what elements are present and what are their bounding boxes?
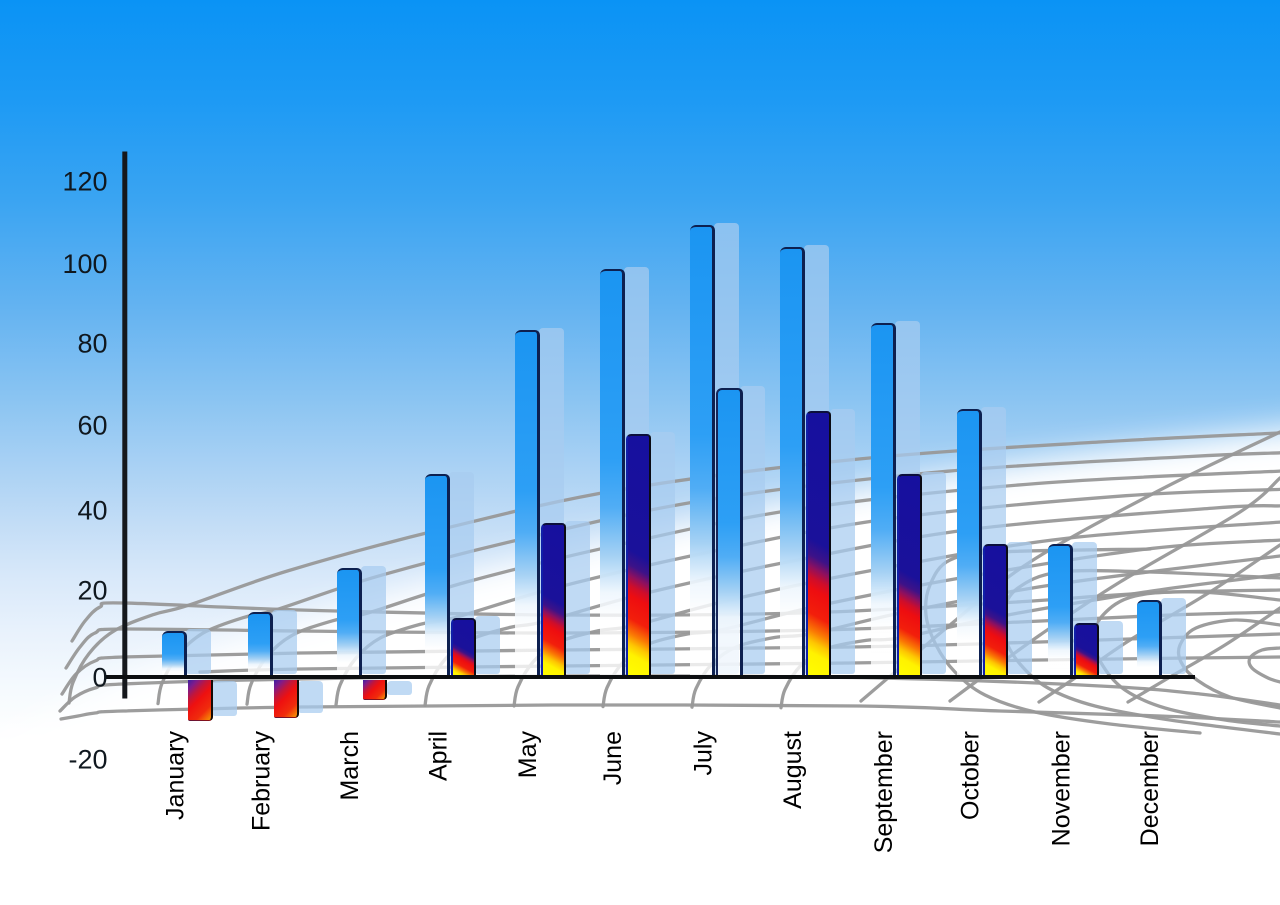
svg-text:0: 0	[92, 663, 107, 693]
svg-text:September: September	[870, 731, 898, 853]
svg-text:20: 20	[77, 576, 107, 606]
svg-text:January: January	[162, 731, 190, 820]
svg-text:-20: -20	[68, 745, 107, 775]
svg-text:July: July	[690, 731, 718, 776]
svg-text:April: April	[425, 731, 453, 781]
svg-text:October: October	[957, 731, 985, 820]
svg-text:February: February	[248, 731, 276, 832]
svg-text:60: 60	[77, 411, 107, 441]
svg-text:80: 80	[77, 329, 107, 359]
svg-text:100: 100	[62, 249, 107, 279]
svg-text:May: May	[514, 731, 542, 779]
svg-text:June: June	[599, 731, 627, 785]
svg-text:December: December	[1136, 731, 1164, 846]
svg-text:120: 120	[62, 167, 107, 197]
svg-text:November: November	[1048, 731, 1076, 846]
svg-text:March: March	[336, 731, 364, 800]
svg-text:40: 40	[77, 496, 107, 526]
svg-text:August: August	[779, 731, 807, 809]
